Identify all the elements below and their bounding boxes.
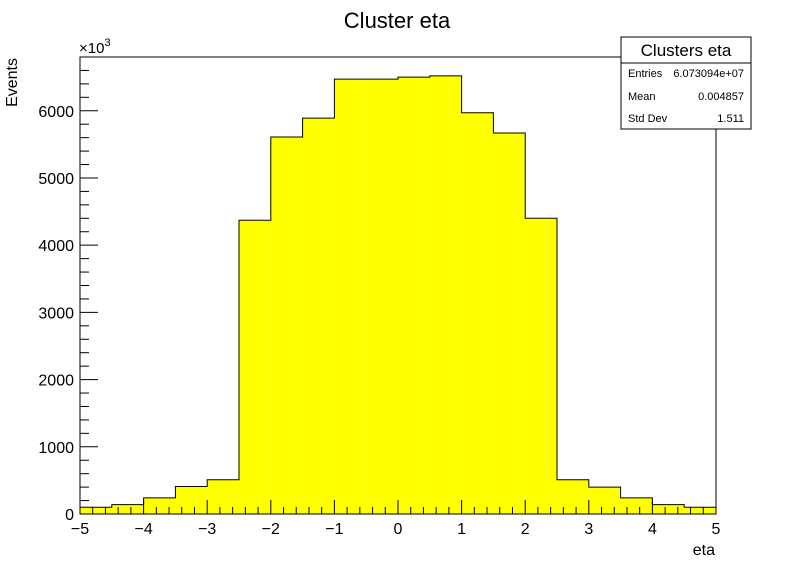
histogram-bin [461,112,494,514]
x-axis: −5 −4 −3 −2 −1 0 1 2 3 4 5 [71,500,721,538]
x-tick-label: 4 [648,521,657,538]
histogram-bin [620,497,653,514]
x-tick-label: −3 [198,521,216,538]
stats-box: Clusters eta Entries 6.073094e+07 Mean 0… [620,36,752,130]
stats-stddev-value: 1.511 [717,113,744,125]
x-tick-label: 5 [712,521,721,538]
histogram-bin [429,75,462,514]
stats-mean-label: Mean [628,91,656,103]
x-tick-label: 0 [394,521,403,538]
histogram-bin [652,504,685,514]
y-tick-label: 3000 [38,305,74,322]
histogram-bin [239,220,271,514]
y-axis: 0 1000 2000 3000 4000 5000 6000 [38,56,98,524]
x-tick-label: 1 [457,521,466,538]
x-tick-label: −1 [325,521,343,538]
x-axis-label: eta [693,542,715,559]
histogram-bin [334,79,367,514]
stats-entries-label: Entries [628,68,663,80]
histogram-bin [80,507,112,514]
histogram-bin [588,487,621,514]
histogram-bin [525,218,557,514]
histogram-bin [143,497,176,514]
histogram-bin [207,479,239,514]
histogram-bin [111,504,144,514]
stats-entries-value: 6.073094e+07 [673,68,744,80]
stats-title: Clusters eta [641,41,732,60]
y-axis-label: Events [4,58,21,107]
x-tick-label: 3 [584,521,593,538]
y-tick-label: 2000 [38,373,74,390]
y-tick-label: 4000 [38,238,74,255]
histogram-bin [175,486,208,514]
x-tick-label: −5 [71,521,89,538]
histogram-bars [80,75,716,515]
histogram-bin [684,507,716,514]
histogram-bin [493,132,526,515]
y-tick-label: 6000 [38,104,74,121]
y-tick-label: 1000 [38,440,74,457]
y-tick-label: 5000 [38,171,74,188]
histogram-bin [302,118,335,515]
chart-title: Cluster eta [344,8,451,33]
histogram-bin [398,77,430,514]
stats-stddev-label: Std Dev [628,113,668,125]
histogram-bin [270,136,303,514]
histogram-outline [79,75,717,514]
y-tick-label: 0 [65,507,74,524]
y-axis-multiplier: ×103 [79,37,111,57]
stats-mean-value: 0.004857 [698,91,744,103]
histogram-bin [557,479,589,514]
histogram-bin [366,79,398,514]
x-tick-label: −4 [134,521,152,538]
x-tick-label: 2 [521,521,530,538]
x-tick-label: −2 [262,521,280,538]
stats-box-frame [620,36,752,130]
